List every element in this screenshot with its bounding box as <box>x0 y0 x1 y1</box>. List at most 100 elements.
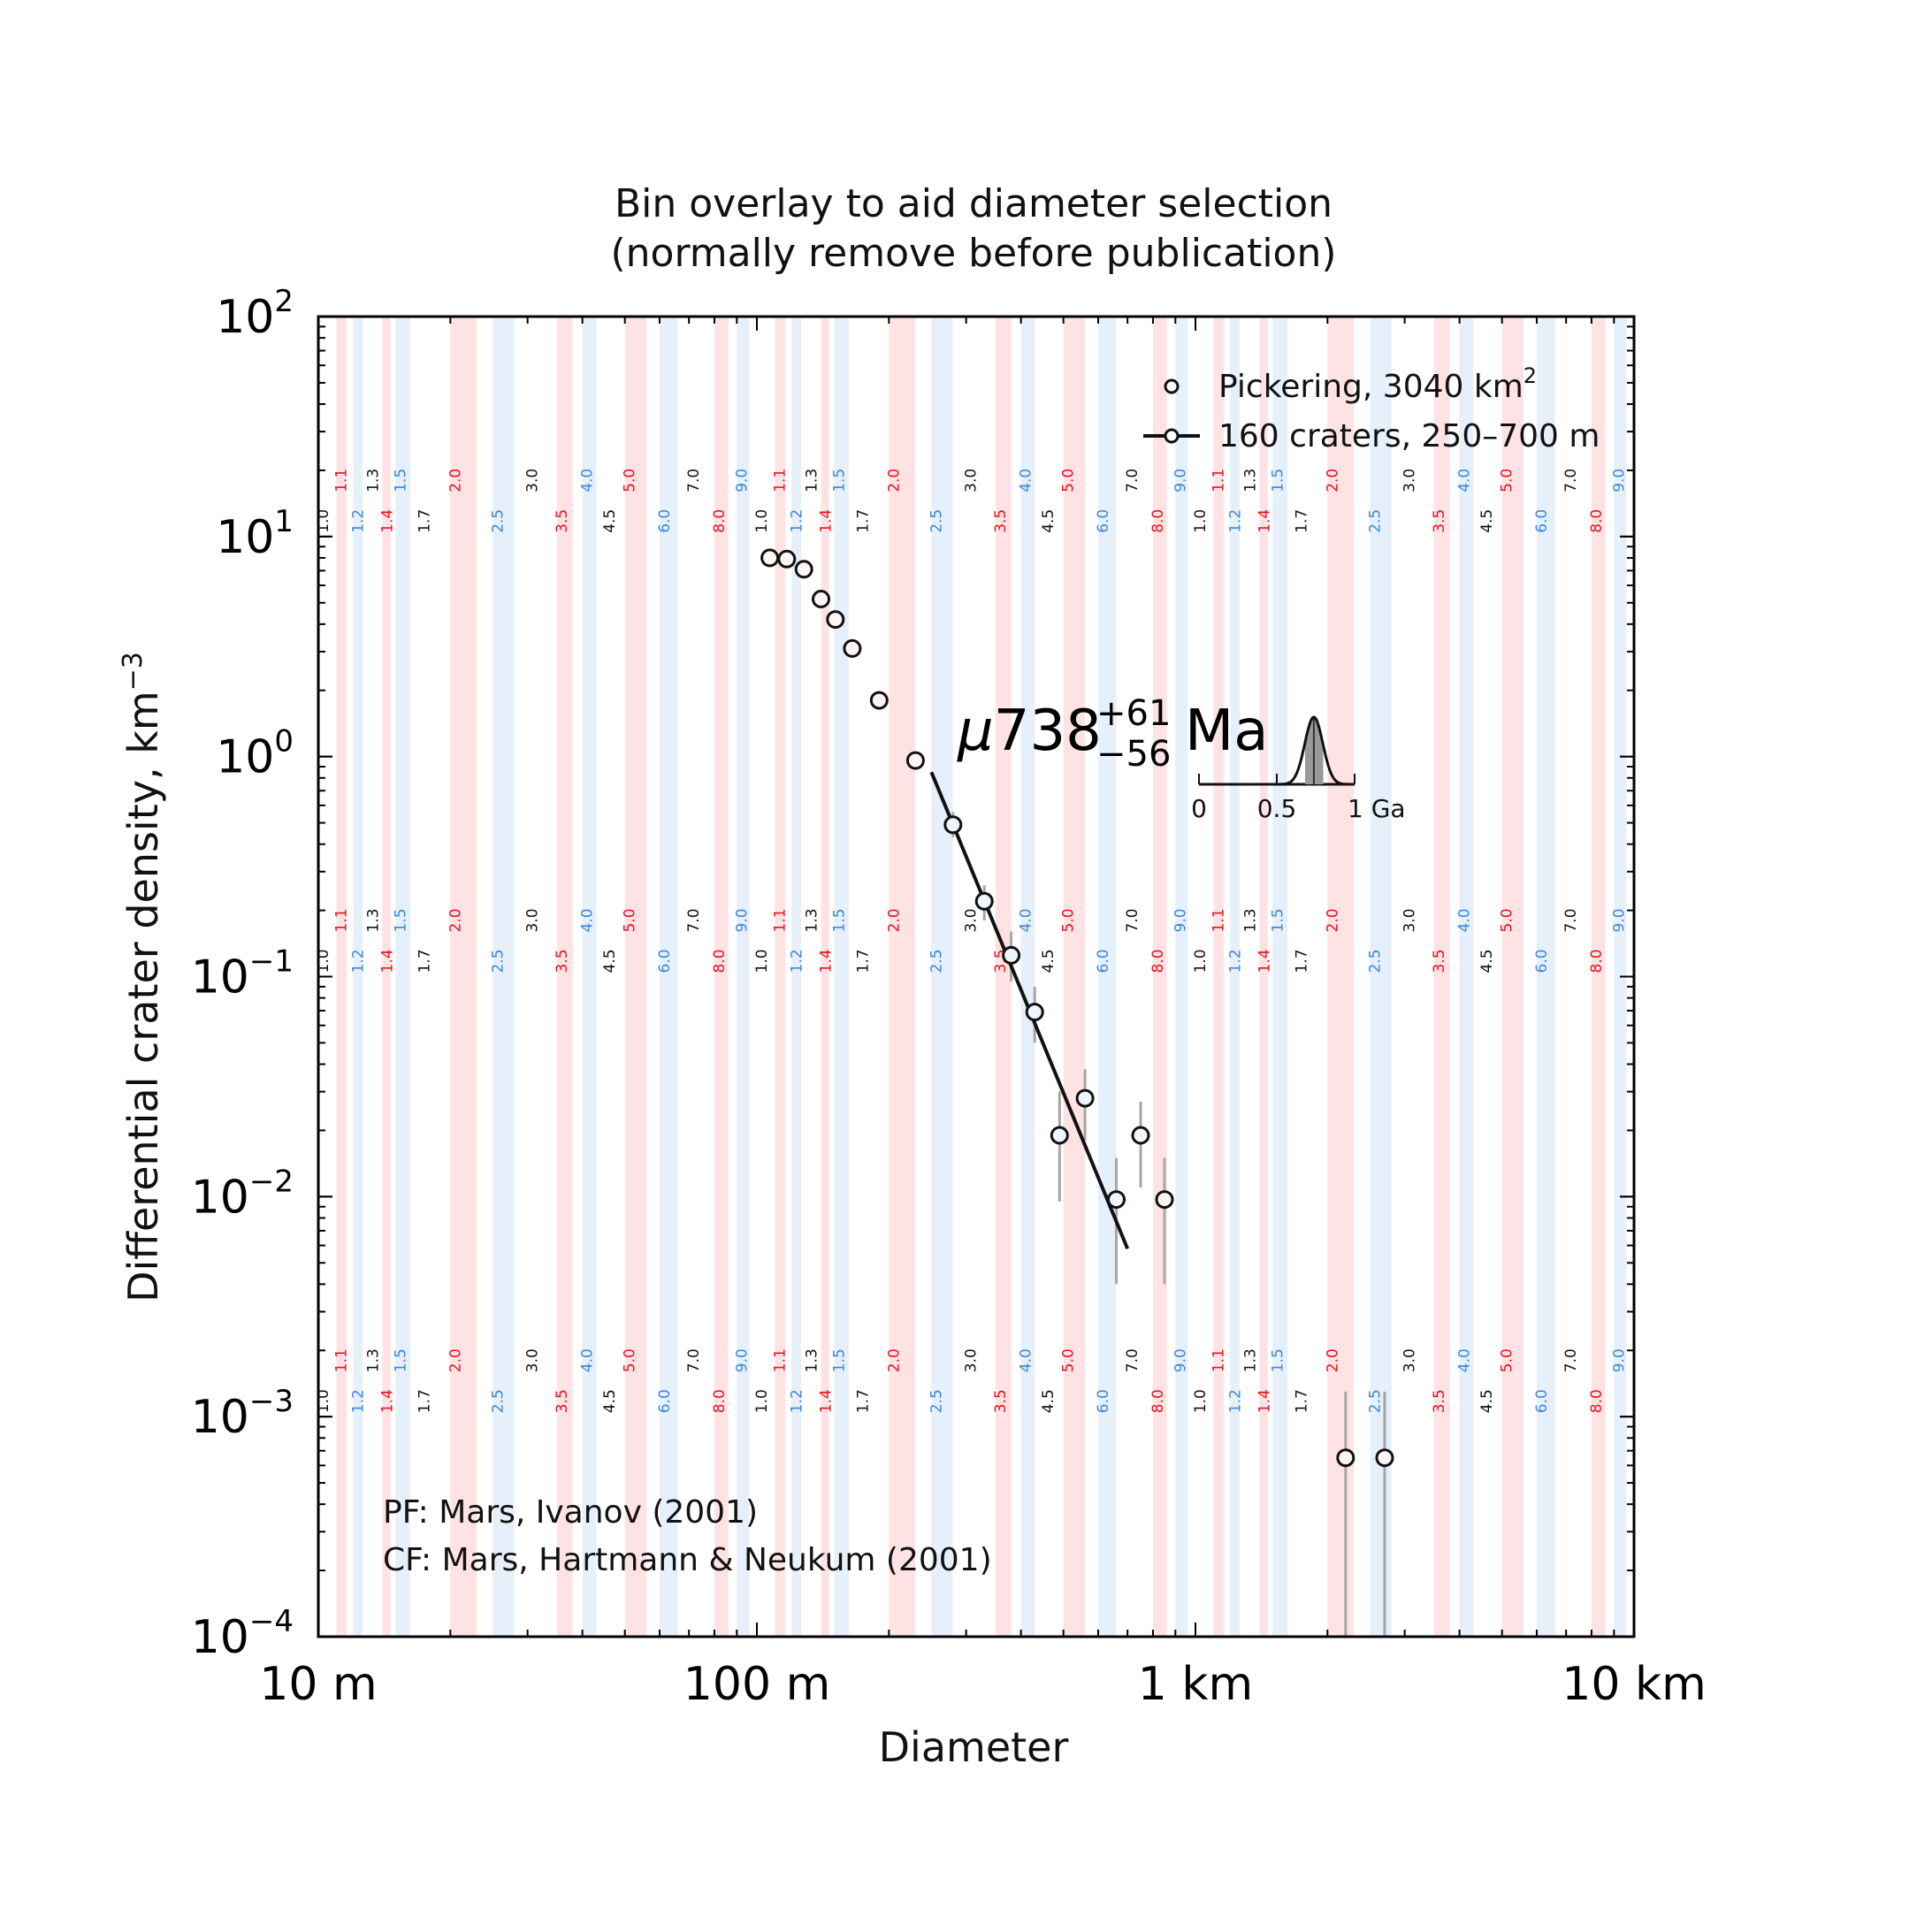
bin-label: 1.2 <box>788 1389 806 1413</box>
bin-label: 1.7 <box>1293 1389 1310 1413</box>
chart-title-line-1: Bin overlay to aid diameter selection <box>615 181 1333 226</box>
y-tick-base: 10 <box>191 1611 249 1664</box>
bin-label: 6.0 <box>1095 1389 1112 1413</box>
y-tick-label: 10−3 <box>191 1384 294 1444</box>
data-point <box>1336 1448 1355 1468</box>
inset-tick-label: 0.5 <box>1257 794 1297 823</box>
bin-label: 1.2 <box>788 509 806 533</box>
y-axis-label: Differential crater density, km−3 <box>118 652 167 1302</box>
age-annotation: μ738 +61 −56 Ma 0 0.5 1 Ga <box>957 693 1406 823</box>
bin-label: 6.0 <box>1533 509 1551 533</box>
bin-label: 9.0 <box>733 469 751 493</box>
bin-band <box>1230 317 1240 1637</box>
y-tick-exponent: −1 <box>249 944 294 980</box>
age-prefix: μ <box>957 699 994 764</box>
x-tick-labels: 10 m 100 m 1 km 10 km <box>259 1658 1706 1711</box>
bin-label: 4.5 <box>1478 949 1496 973</box>
bin-label: 1.7 <box>854 1389 872 1413</box>
bin-label: 8.0 <box>711 509 729 533</box>
bin-band <box>931 317 953 1637</box>
bin-label: 9.0 <box>733 908 751 932</box>
y-tick-label: 100 <box>216 724 294 784</box>
bin-band <box>1591 317 1606 1637</box>
bin-label: 7.0 <box>1124 908 1142 932</box>
bin-label: 1.2 <box>1226 949 1244 973</box>
bin-label: 1.1 <box>1210 1348 1228 1372</box>
bin-label: 4.5 <box>1040 1389 1058 1413</box>
bin-label: 7.0 <box>1124 469 1142 493</box>
bin-band <box>775 317 786 1637</box>
bin-label: 9.0 <box>1610 469 1628 493</box>
bin-label: 9.0 <box>1172 908 1189 932</box>
bin-band <box>714 317 729 1637</box>
bin-label: 1.5 <box>392 1348 409 1372</box>
bin-label: 6.0 <box>1095 509 1112 533</box>
bin-label: 1.1 <box>1210 469 1228 493</box>
data-point <box>794 560 813 579</box>
bin-label: 1.2 <box>349 509 367 533</box>
bin-band <box>1327 317 1355 1637</box>
bin-label: 2.5 <box>1366 509 1384 533</box>
bin-label: 4.0 <box>579 1348 597 1372</box>
bin-label: 9.0 <box>1172 1348 1189 1372</box>
bin-label: 8.0 <box>711 1389 729 1413</box>
bin-overlay-labels: 1.01.01.01.11.11.11.21.21.21.31.31.31.41… <box>315 469 1628 1413</box>
bin-label: 3.5 <box>992 1389 1010 1413</box>
bin-label: 9.0 <box>1610 1348 1628 1372</box>
bin-label: 1.4 <box>379 509 397 533</box>
bin-label: 2.5 <box>489 1389 507 1413</box>
bin-label: 1.0 <box>1192 949 1210 973</box>
bin-label: 8.0 <box>1588 1389 1606 1413</box>
bin-band <box>791 317 801 1637</box>
bin-label: 8.0 <box>1149 509 1167 533</box>
bin-label: 1.1 <box>772 908 790 932</box>
bin-label: 4.0 <box>1456 1348 1474 1372</box>
bin-band <box>995 317 1012 1637</box>
bin-label: 1.0 <box>1192 509 1210 533</box>
bin-label: 7.0 <box>1562 908 1580 932</box>
bin-label: 2.5 <box>928 509 945 533</box>
bin-band <box>737 317 750 1637</box>
age-pdf-inset: 0 0.5 1 Ga <box>1191 715 1406 823</box>
legend-label-pickering-sup: 2 <box>1523 363 1537 388</box>
y-tick-base: 10 <box>216 291 274 344</box>
bin-label: 3.0 <box>1401 908 1419 932</box>
bin-label: 2.0 <box>447 908 464 932</box>
bin-label: 9.0 <box>1610 908 1628 932</box>
bin-label: 5.0 <box>1060 1348 1078 1372</box>
bin-label: 4.5 <box>601 1389 619 1413</box>
data-point <box>1050 1126 1069 1145</box>
y-tick-exponent: −3 <box>249 1384 294 1419</box>
y-tick-exponent: 0 <box>274 724 294 760</box>
bin-label: 2.0 <box>885 1348 903 1372</box>
bin-label: 4.5 <box>1478 1389 1496 1413</box>
bin-band <box>450 317 477 1637</box>
bin-label: 2.5 <box>928 1389 945 1413</box>
plot-frame <box>317 315 1636 1638</box>
error-bars <box>951 812 1386 1637</box>
bin-label: 8.0 <box>1588 509 1606 533</box>
bin-label: 9.0 <box>733 1348 751 1372</box>
age-value: 738 <box>994 699 1102 764</box>
age-unit: Ma <box>1185 699 1268 764</box>
production-function-note: PF: Mars, Ivanov (2001) <box>383 1494 758 1531</box>
bin-label: 1.3 <box>804 1348 821 1372</box>
legend-label-fit: 160 craters, 250–700 m <box>1218 418 1600 454</box>
bin-label: 4.0 <box>1018 908 1035 932</box>
bin-label: 4.5 <box>1040 509 1058 533</box>
bin-label: 5.0 <box>622 908 639 932</box>
bin-label: 3.0 <box>963 469 981 493</box>
bin-label: 6.0 <box>1533 949 1551 973</box>
y-tick-label: 10−2 <box>191 1164 294 1224</box>
legend: Pickering, 3040 km2 160 craters, 250–700… <box>1143 363 1600 454</box>
age-label: μ738 <box>957 699 1102 764</box>
x-tick-label: 10 km <box>1562 1658 1706 1711</box>
bin-label: 1.5 <box>1269 1348 1287 1372</box>
bin-label: 2.0 <box>1324 908 1341 932</box>
bin-band <box>1063 317 1085 1637</box>
legend-marker-pickering <box>1164 378 1180 394</box>
bin-band <box>1175 317 1188 1637</box>
legend-label-pickering: Pickering, 3040 km2 <box>1218 363 1537 405</box>
bin-label: 6.0 <box>1533 1389 1551 1413</box>
